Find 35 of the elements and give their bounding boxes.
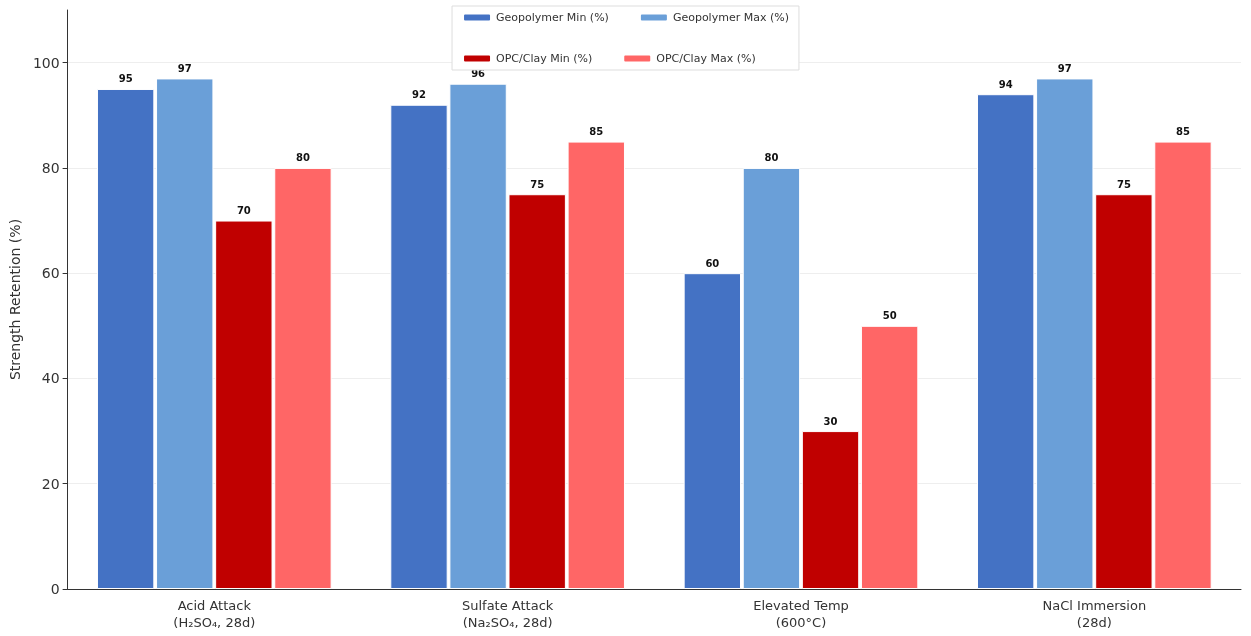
- legend-label: OPC/Clay Min (%): [496, 52, 593, 65]
- data-label: 95: [118, 73, 133, 85]
- legend-label: Geopolymer Min (%): [496, 11, 609, 24]
- data-label: 80: [764, 152, 779, 164]
- y-tick-label: 40: [41, 370, 60, 387]
- data-label: 75: [530, 178, 545, 190]
- y-tick-label: 20: [41, 475, 60, 492]
- bar: [860, 325, 919, 589]
- data-label: 97: [177, 62, 192, 74]
- data-label: 92: [412, 89, 426, 101]
- data-label: 30: [823, 415, 838, 427]
- legend-label: OPC/Clay Max (%): [656, 52, 756, 65]
- legend-label: Geopolymer Max (%): [672, 11, 789, 24]
- data-label: 85: [589, 126, 604, 138]
- bar: [683, 273, 742, 589]
- data-label: 75: [1116, 178, 1131, 190]
- data-label: 50: [882, 310, 897, 322]
- x-tick-label: Acid Attack (H₂SO₄, 28d): [173, 598, 256, 630]
- data-label: 80: [295, 152, 310, 164]
- x-tick-label: Sulfate Attack (Na₂SO₄, 28d): [461, 598, 554, 630]
- x-tick-label: Elevated Temp (600°C): [753, 598, 849, 630]
- y-tick-label: 0: [50, 581, 60, 597]
- bar: [742, 167, 801, 589]
- data-label: 60: [705, 257, 720, 269]
- y-tick-label: 80: [41, 159, 60, 176]
- y-tick-label: 60: [41, 265, 60, 282]
- y-tick-label: 100: [32, 54, 60, 71]
- data-label: 85: [1176, 126, 1190, 138]
- bar: [801, 431, 860, 589]
- data-label: 97: [1057, 62, 1072, 74]
- data-label: 70: [236, 205, 251, 217]
- bar: [96, 88, 155, 589]
- y-axis-title: Strength Retention (%): [7, 218, 23, 381]
- x-tick-label: NaCl Immersion (28d): [1042, 598, 1147, 630]
- data-label: 94: [998, 78, 1013, 90]
